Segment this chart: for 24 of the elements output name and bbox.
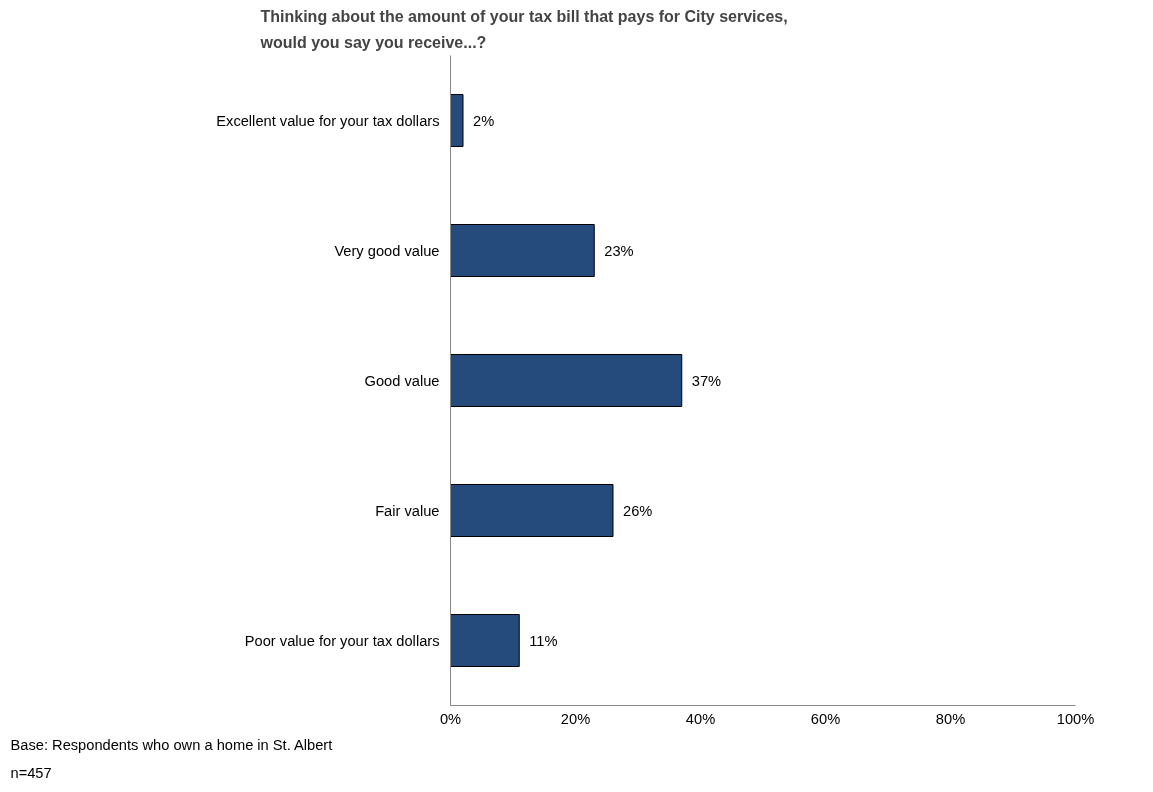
data-label: 2% (473, 112, 495, 129)
data-label: 11% (529, 632, 558, 649)
bar (450, 354, 683, 407)
text: Base: Respondents who own a home in St. Albert (10, 736, 333, 753)
chart-title: Thinking about the amount of your tax bill that pays for City services, would you say you receive...? (259, 8, 788, 51)
x-tick-label: 40% (685, 710, 716, 727)
y-tick-label: Excellent value for your tax dollars (216, 112, 440, 129)
y-tick-label: Good value (364, 372, 440, 389)
x-tick-label: 0% (439, 710, 462, 727)
x-tick-label: 100% (1056, 710, 1095, 727)
x-tick-label: 80% (935, 710, 966, 727)
data-label: 26% (623, 502, 653, 519)
text: n=457 (10, 764, 52, 781)
data-label: 23% (604, 242, 634, 259)
bar (450, 614, 520, 667)
data-label: 37% (691, 372, 722, 389)
x-tick-label: 20% (560, 710, 591, 727)
x-tick-label: 60% (810, 710, 841, 727)
y-tick-label: Very good value (334, 242, 440, 259)
y-tick-label: Fair value (375, 502, 440, 519)
bar (450, 94, 464, 147)
bar (450, 484, 614, 537)
y-tick-label: Poor value for your tax dollars (244, 632, 440, 649)
bar (450, 224, 595, 277)
